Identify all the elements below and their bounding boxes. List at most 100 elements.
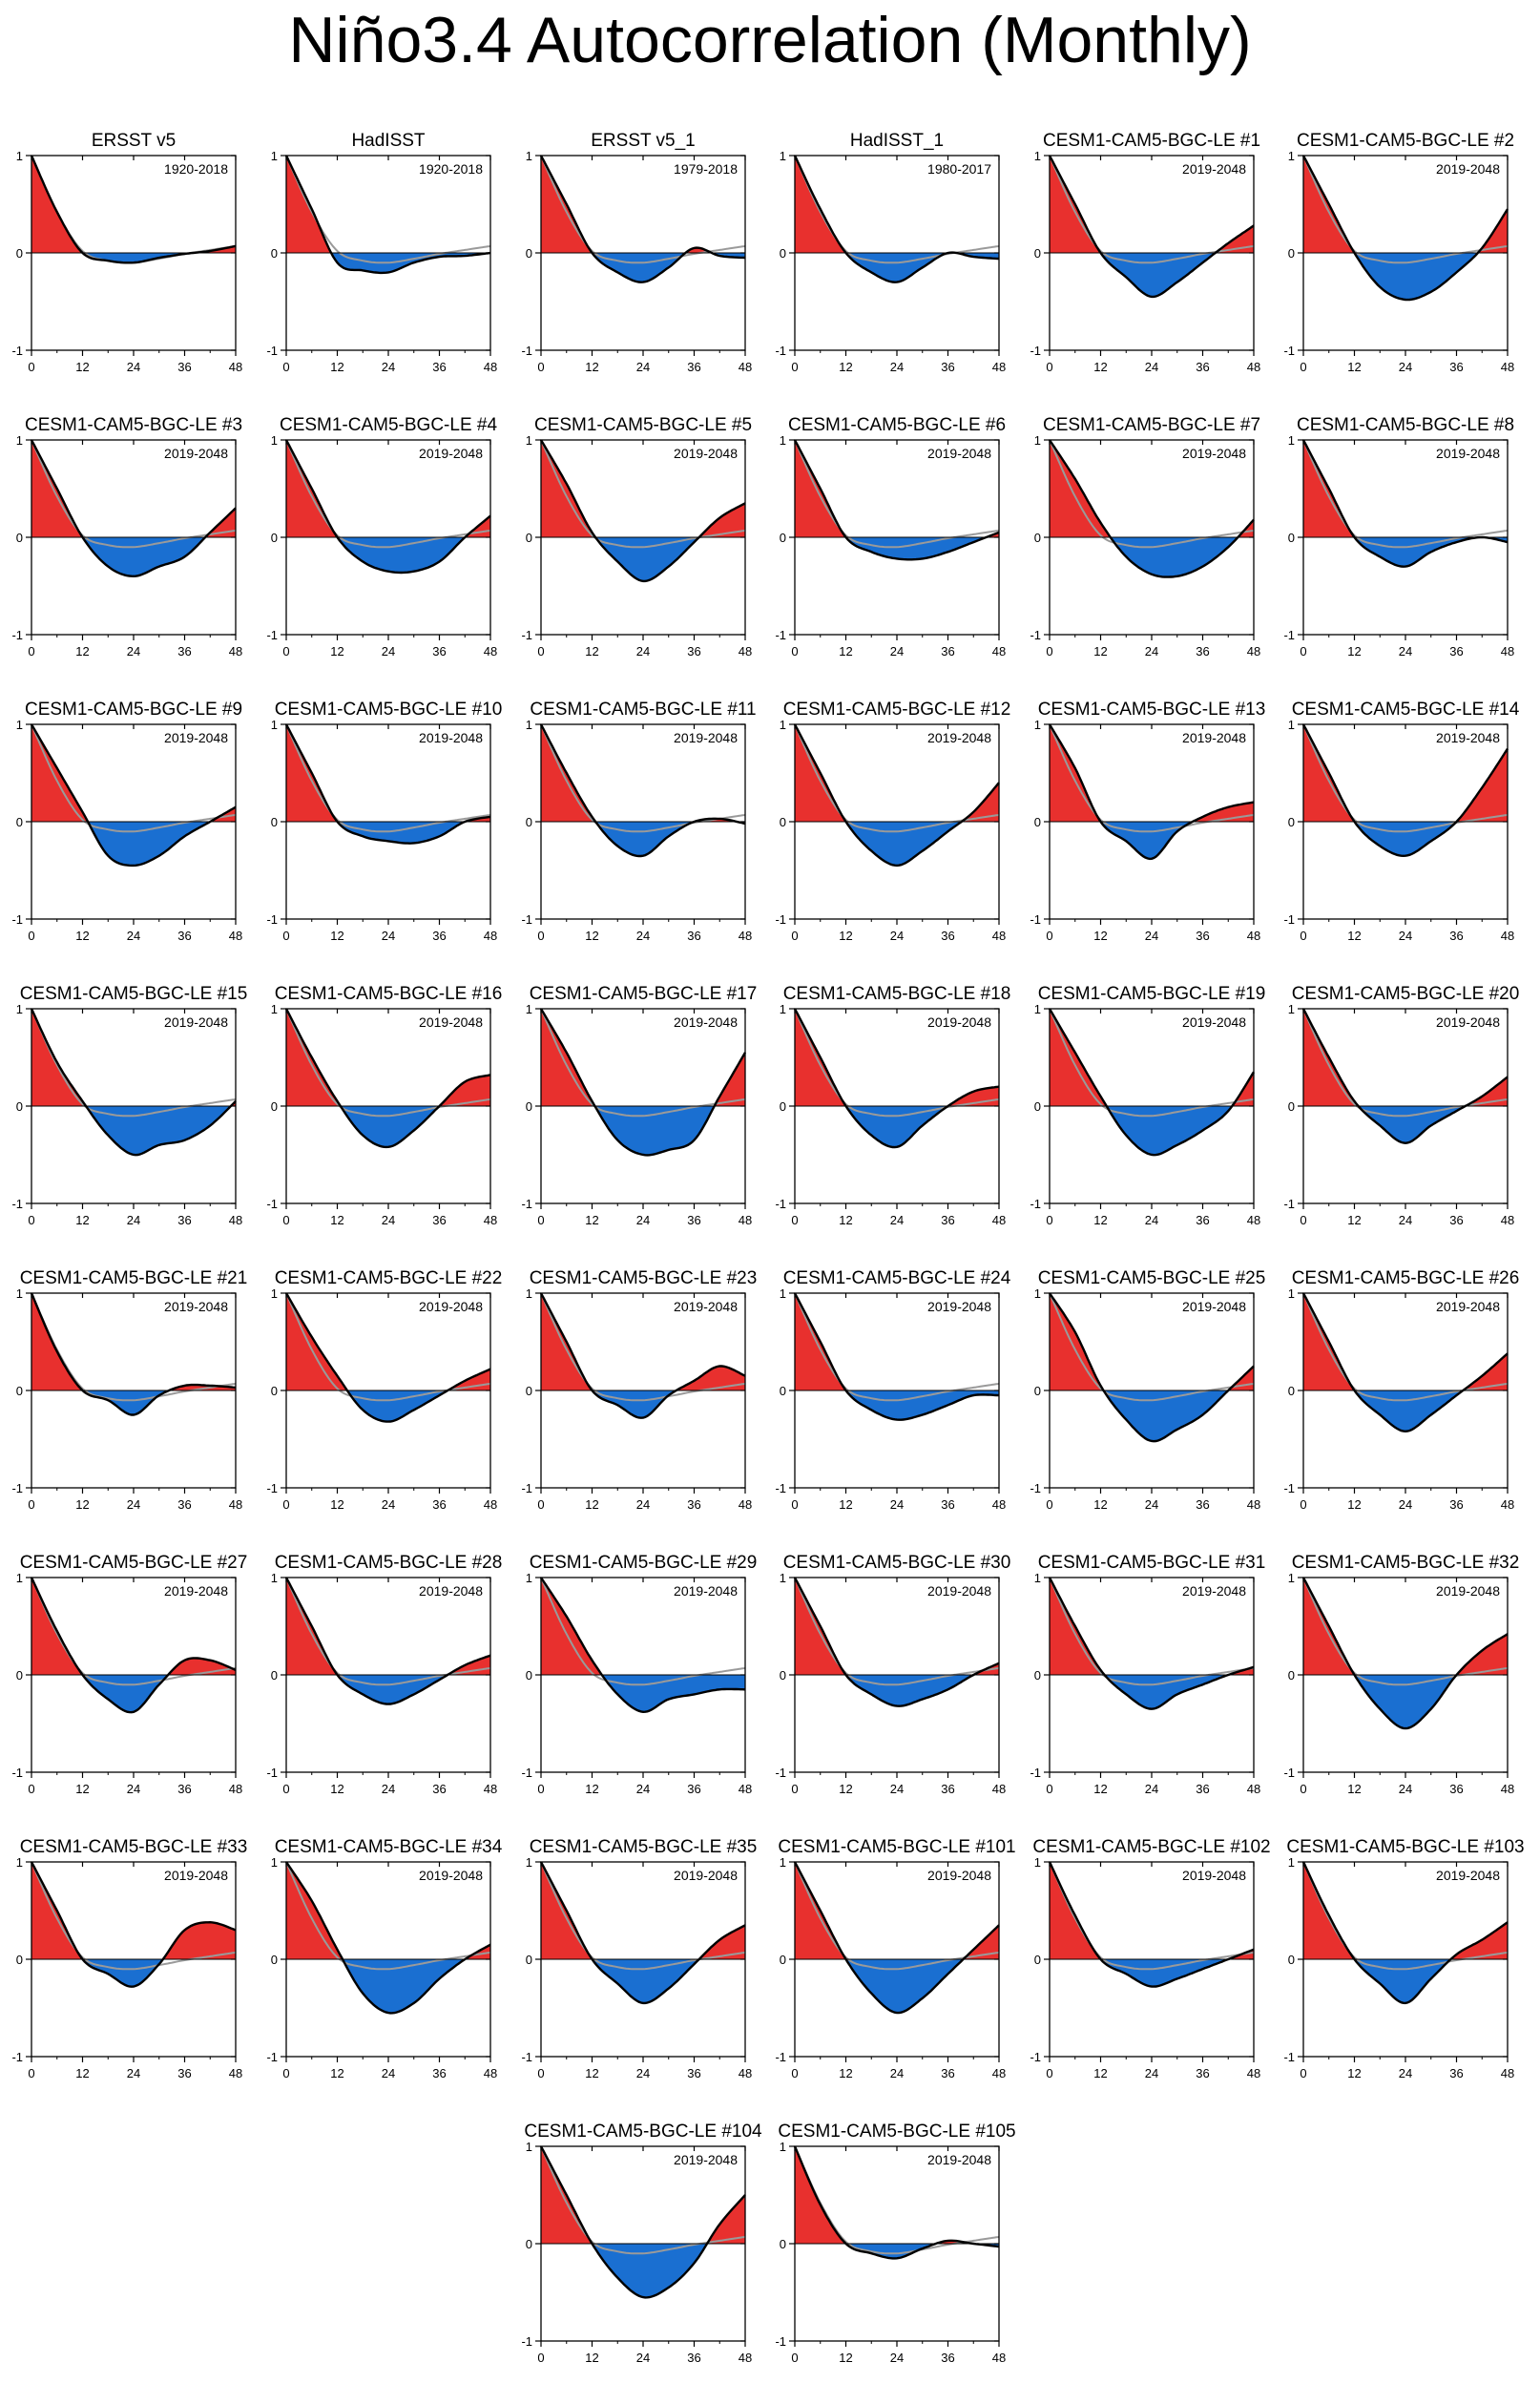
positive-fill (1303, 724, 1508, 822)
period-label: 2019-2048 (419, 1299, 483, 1314)
x-tick-label: 24 (890, 360, 904, 374)
period-label: 2019-2048 (164, 446, 228, 461)
x-tick-label: 12 (1347, 360, 1361, 374)
y-tick-label: 1 (271, 1002, 278, 1016)
y-tick-label: -1 (266, 1766, 278, 1780)
y-tick-label: 1 (1288, 1002, 1295, 1016)
x-tick-label: 24 (636, 1497, 650, 1512)
x-tick-label: 12 (330, 2066, 343, 2080)
x-tick-label: 12 (1347, 644, 1361, 658)
period-label: 2019-2048 (927, 1868, 991, 1883)
x-tick-label: 36 (1196, 1782, 1209, 1796)
y-tick-label: 1 (271, 1571, 278, 1585)
series-line (30, 1008, 237, 1157)
x-tick-label: 0 (1300, 929, 1306, 943)
panel: 0 12 24 36 48 1 0 -1 CESM1-CAM5-BGC-LE #103 2019-… (1283, 1837, 1524, 2080)
x-tick-label: 12 (1093, 1213, 1107, 1227)
x-tick-label: 36 (1449, 644, 1463, 658)
x-tick-label: 48 (739, 644, 752, 658)
panel: 0 12 24 36 48 1 0 -1 CESM1-CAM5-BGC-LE #104 2019-… (521, 2122, 762, 2365)
x-tick-label: 36 (941, 360, 954, 374)
y-tick-label: -1 (521, 1197, 532, 1211)
x-tick-label: 0 (791, 1497, 798, 1512)
panel: 0 12 24 36 48 1 0 -1 CESM1-CAM5-BGC-LE #14 2019-2… (1283, 700, 1519, 943)
x-tick-label: 0 (1300, 644, 1306, 658)
negative-fill (541, 253, 745, 282)
period-label: 2019-2048 (164, 1014, 228, 1030)
x-tick-label: 24 (1145, 360, 1158, 374)
period-label: 2019-2048 (419, 1583, 483, 1599)
y-tick-label: 0 (780, 1668, 786, 1683)
positive-fill (795, 440, 999, 537)
reference-line (540, 1008, 746, 1118)
positive-fill (1050, 1862, 1254, 1959)
positive-fill (541, 1578, 745, 1675)
y-tick-label: -1 (775, 1481, 786, 1495)
period-label: 2019-2048 (1182, 161, 1246, 177)
x-tick-label: 0 (537, 2066, 544, 2080)
y-tick-label: 1 (1034, 433, 1041, 448)
x-tick-label: 12 (1093, 1782, 1107, 1796)
panel-title: CESM1-CAM5-BGC-LE #23 (530, 1268, 758, 1288)
series-line (1049, 1292, 1255, 1443)
x-tick-label: 24 (127, 929, 140, 943)
y-tick-label: -1 (1283, 1766, 1295, 1780)
panel: 0 12 24 36 48 1 0 -1 CESM1-CAM5-BGC-LE #29 2019-2… (521, 1553, 757, 1796)
positive-fill (1050, 1578, 1254, 1675)
y-tick-label: 0 (526, 815, 532, 829)
panel-title: CESM1-CAM5-BGC-LE #16 (275, 984, 503, 1004)
x-tick-label: 36 (687, 1782, 700, 1796)
reference-line (285, 1008, 491, 1118)
period-label: 1979-2018 (674, 161, 738, 177)
series-line (1048, 1861, 1255, 1988)
y-tick-label: -1 (1030, 628, 1041, 642)
x-tick-label: 0 (1046, 360, 1052, 374)
negative-fill (286, 1675, 490, 1704)
series-line (539, 155, 746, 283)
reference-line (1049, 1008, 1255, 1118)
x-tick-label: 0 (791, 929, 798, 943)
panel: 0 12 24 36 48 1 0 -1 CESM1-CAM5-BGC-LE #34 2019-2… (266, 1837, 502, 2080)
y-tick-label: 0 (526, 1384, 532, 1398)
x-tick-label: 48 (1247, 1782, 1260, 1796)
x-tick-label: 36 (1196, 1213, 1209, 1227)
series-line (1301, 1008, 1509, 1145)
y-tick-label: -1 (1283, 2050, 1295, 2064)
period-label: 2019-2048 (419, 446, 483, 461)
negative-fill (1050, 1390, 1254, 1442)
y-tick-label: 1 (526, 1286, 532, 1301)
x-tick-label: 24 (1399, 929, 1412, 943)
positive-fill (286, 156, 490, 253)
y-tick-label: 1 (780, 1571, 786, 1585)
y-tick-label: 0 (271, 1953, 278, 1967)
series-line (1301, 1292, 1509, 1433)
y-tick-label: 1 (16, 1002, 23, 1016)
period-label: 1980-2017 (927, 161, 991, 177)
x-tick-label: 12 (1093, 2066, 1107, 2080)
y-tick-label: 0 (16, 1953, 23, 1967)
x-tick-label: 48 (1501, 1497, 1514, 1512)
negative-fill (541, 537, 745, 581)
negative-fill (31, 1959, 236, 1987)
period-label: 2019-2048 (674, 1014, 738, 1030)
x-tick-label: 48 (739, 1497, 752, 1512)
panel: 0 12 24 36 48 1 0 -1 CESM1-CAM5-BGC-LE #2 2019-20… (1283, 131, 1514, 374)
y-tick-label: -1 (775, 628, 786, 642)
reference-line (285, 1577, 491, 1686)
period-label: 2019-2048 (674, 446, 738, 461)
x-tick-label: 48 (992, 1782, 1006, 1796)
panel: 0 12 24 36 48 1 0 -1 CESM1-CAM5-BGC-LE #20 2019-2… (1283, 984, 1519, 1227)
y-tick-label: 1 (526, 718, 532, 732)
x-tick-label: 48 (1247, 2066, 1260, 2080)
positive-fill (541, 440, 745, 537)
panel-title: CESM1-CAM5-BGC-LE #18 (783, 984, 1011, 1004)
x-tick-label: 12 (330, 1782, 343, 1796)
x-tick-label: 0 (791, 2351, 798, 2365)
y-tick-label: -1 (775, 1766, 786, 1780)
period-label: 2019-2048 (927, 446, 991, 461)
positive-fill (1303, 1578, 1508, 1675)
panel-title: CESM1-CAM5-BGC-LE #33 (20, 1837, 248, 1857)
negative-fill (541, 1106, 745, 1156)
negative-fill (541, 1959, 745, 2003)
y-tick-label: 1 (780, 1855, 786, 1870)
